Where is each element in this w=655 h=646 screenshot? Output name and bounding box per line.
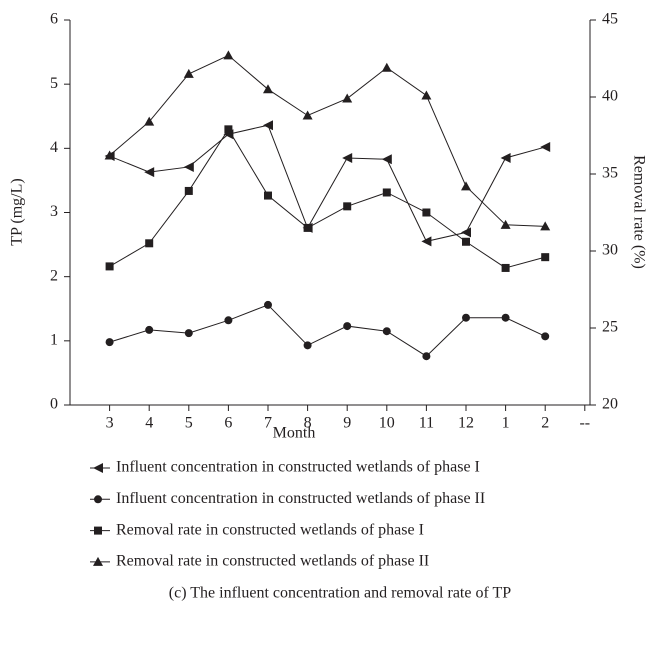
y2-tick-label: 30	[602, 242, 618, 259]
data-point	[500, 152, 511, 163]
data-point	[263, 120, 273, 131]
x-tick-label: 2	[541, 415, 549, 432]
y2-axis-label: Removal rate (%)	[630, 155, 647, 269]
data-point	[302, 110, 313, 120]
y2-tick-label: 25	[602, 319, 618, 336]
legend-marker	[93, 463, 103, 473]
x-tick-label: 5	[185, 415, 193, 432]
data-point	[264, 300, 272, 309]
data-point	[343, 202, 352, 211]
data-point	[500, 219, 511, 229]
y2-tick-label: 35	[602, 165, 618, 182]
data-point	[184, 329, 193, 338]
x-tick-label: 4	[145, 415, 153, 432]
series-line	[109, 124, 546, 242]
data-point	[421, 236, 432, 247]
data-point	[343, 322, 352, 331]
data-point	[224, 316, 233, 325]
series-line	[109, 304, 546, 357]
y2-tick-label: 45	[602, 11, 618, 28]
data-point	[105, 262, 114, 271]
x-axis-label: Month	[273, 425, 316, 442]
data-point	[540, 221, 551, 231]
series-line	[109, 128, 546, 269]
x-tick-label: 8	[304, 415, 312, 432]
legend-marker	[94, 495, 102, 504]
data-point	[421, 90, 432, 100]
x-tick-label: 1	[502, 415, 510, 432]
data-point	[183, 161, 194, 172]
data-point	[183, 68, 194, 78]
legend-marker	[93, 556, 103, 566]
data-point	[263, 84, 273, 94]
x-tick-label: 6	[224, 415, 232, 432]
y-tick-label: 3	[50, 203, 58, 220]
y-tick-label: 2	[50, 267, 58, 284]
y-tick-label: 4	[50, 139, 58, 156]
data-point	[381, 62, 392, 72]
y-tick-label: 0	[50, 396, 58, 413]
legend-label: Removal rate in constructed wetlands of …	[116, 521, 424, 538]
y-axis-label: TP (mg/L)	[9, 178, 26, 245]
y2-tick-label: 40	[602, 88, 618, 105]
data-point	[303, 341, 312, 350]
data-point	[462, 313, 470, 322]
x-tick-label: 9	[343, 415, 351, 432]
data-point	[382, 327, 391, 336]
data-point	[382, 188, 391, 197]
data-point	[145, 325, 154, 334]
data-point	[144, 116, 155, 126]
data-point	[224, 125, 233, 134]
y-tick-label: 5	[50, 75, 58, 92]
caption: (c) The influent concentration and remov…	[169, 585, 511, 602]
data-point	[105, 338, 114, 347]
data-point	[461, 227, 471, 238]
legend-label: Influent concentration in constructed we…	[116, 459, 480, 476]
data-point	[501, 313, 510, 322]
y-tick-label: 6	[50, 11, 58, 28]
data-point	[381, 154, 392, 165]
x-tick-label: 11	[419, 415, 434, 432]
data-point	[541, 332, 550, 341]
data-point	[422, 352, 431, 361]
x-tick-label: 12	[458, 415, 474, 432]
x-tick-label: 10	[379, 415, 395, 432]
legend-label: Removal rate in constructed wetlands of …	[116, 553, 429, 570]
data-point	[540, 142, 551, 153]
x-tick-label: 3	[106, 415, 114, 432]
x-tick-label: --	[579, 415, 590, 432]
x-tick-label: 7	[264, 415, 272, 432]
data-point	[104, 150, 115, 160]
legend-marker	[94, 526, 102, 535]
data-point	[541, 253, 550, 262]
data-point	[342, 93, 353, 103]
data-point	[461, 181, 471, 191]
data-point	[144, 167, 155, 178]
data-point	[462, 237, 470, 246]
legend-label: Influent concentration in constructed we…	[116, 490, 485, 507]
data-point	[184, 186, 193, 195]
y-tick-label: 1	[50, 332, 58, 349]
series-line	[109, 54, 546, 227]
data-point	[264, 191, 272, 200]
data-point	[145, 239, 154, 248]
data-point	[422, 208, 431, 217]
data-point	[223, 50, 234, 60]
data-point	[342, 152, 353, 163]
data-point	[501, 263, 510, 272]
y2-tick-label: 20	[602, 396, 618, 413]
data-point	[303, 223, 312, 232]
